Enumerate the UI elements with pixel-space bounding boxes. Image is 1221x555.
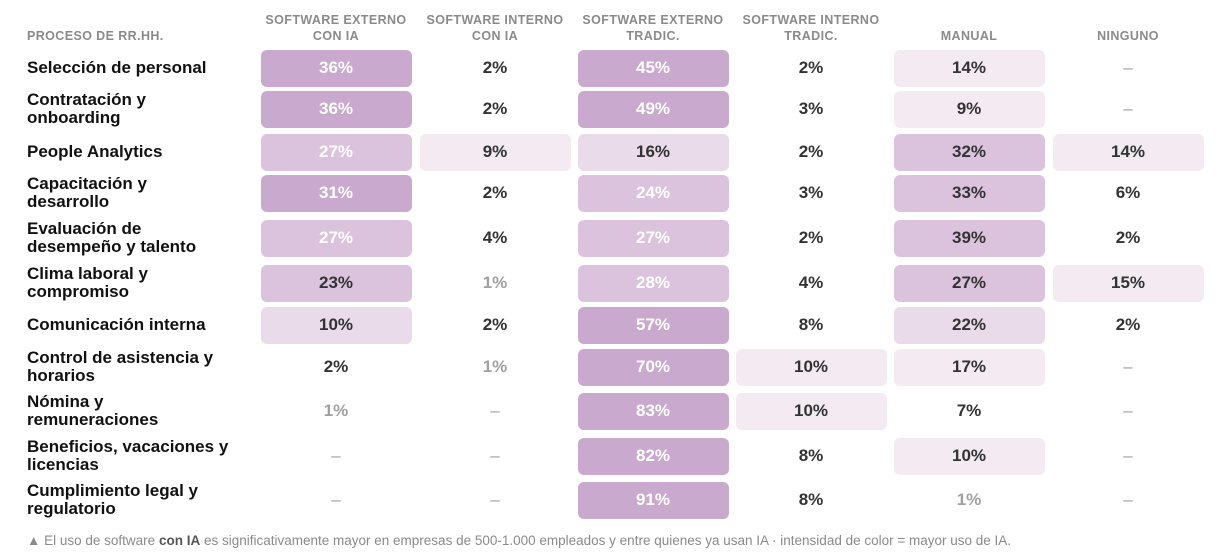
row-label: Control de asistencia y horarios: [27, 348, 214, 385]
heatmap-cell: 1%: [482, 357, 508, 376]
heatmap-cell: –: [1123, 490, 1133, 509]
column-header: SOFTWARE EXTERNO TRADIC.: [582, 13, 724, 43]
heatmap-cell: 36%: [260, 49, 412, 87]
heatmap-cell: 3%: [798, 183, 824, 202]
column-header: MANUAL: [940, 29, 998, 43]
heatmap-cell: 1%: [956, 490, 982, 509]
heatmap-cell: 1%: [482, 273, 508, 292]
heatmap-cell: 15%: [1052, 264, 1204, 302]
heatmap-cell: 57%: [577, 306, 729, 344]
heatmap-cell: –: [490, 446, 500, 465]
heatmap-cell: 16%: [577, 133, 729, 171]
heatmap-cell: 28%: [577, 264, 729, 302]
heatmap-cell: 2%: [798, 228, 824, 247]
heatmap-cell: 2%: [1115, 228, 1141, 247]
row-label: Nómina y remuneraciones: [27, 392, 159, 429]
heatmap-cell: 9%: [419, 133, 571, 171]
row-label: Contratación y onboarding: [27, 90, 147, 127]
heatmap-cell: 7%: [956, 401, 982, 420]
footnote-text-2: es significativamente mayor en empresas …: [200, 533, 1012, 548]
row-label: Clima laboral y compromiso: [27, 264, 148, 301]
heatmap-cell: –: [490, 490, 500, 509]
footnote: ▲ El uso de software con IA es significa…: [27, 533, 1011, 548]
heatmap-cell: 2%: [482, 315, 508, 334]
heatmap-cell: 39%: [893, 219, 1045, 257]
row-label: Selección de personal: [27, 58, 207, 77]
heatmap-cell: –: [1123, 58, 1133, 77]
heatmap-cell: 83%: [577, 392, 729, 430]
heatmap-cell: 10%: [893, 437, 1045, 475]
heatmap-cell: 2%: [482, 183, 508, 202]
heatmap-cell: 27%: [260, 133, 412, 171]
heatmap-cell: –: [331, 490, 341, 509]
heatmap-cell: 10%: [735, 392, 887, 430]
heatmap-cell: 8%: [798, 490, 824, 509]
heatmap-cell: 27%: [577, 219, 729, 257]
heatmap-cell: 2%: [482, 58, 508, 77]
heatmap-cell: –: [1123, 357, 1133, 376]
heatmap-cell: 3%: [798, 99, 824, 118]
heatmap-cell: 2%: [1115, 315, 1141, 334]
column-header: SOFTWARE INTERNO CON IA: [426, 13, 564, 43]
heatmap-cell: 24%: [577, 174, 729, 212]
heatmap-cell: 33%: [893, 174, 1045, 212]
column-header: SOFTWARE INTERNO TRADIC.: [742, 13, 880, 43]
row-label: Comunicación interna: [27, 315, 206, 334]
heatmap-cell: 91%: [577, 481, 729, 519]
heatmap-cell: 10%: [735, 348, 887, 386]
heatmap-cell: 23%: [260, 264, 412, 302]
heatmap-cell: –: [1123, 401, 1133, 420]
footnote-marker: ▲: [27, 533, 41, 548]
heatmap-cell: 2%: [798, 142, 824, 161]
heatmap-cell: 6%: [1115, 183, 1141, 202]
heatmap-cell: 14%: [893, 49, 1045, 87]
row-header: PROCESO DE RR.HH.: [27, 29, 164, 43]
heatmap-cell: 2%: [798, 58, 824, 77]
row-label: Evaluación de desempeño y talento: [27, 219, 197, 256]
heatmap-cell: 45%: [577, 49, 729, 87]
heatmap-cell: 82%: [577, 437, 729, 475]
row-label: People Analytics: [27, 142, 163, 161]
heatmap-cell: 8%: [798, 315, 824, 334]
heatmap-cell: –: [490, 401, 500, 420]
heatmap-cell: 31%: [260, 174, 412, 212]
footnote-highlight: con IA: [158, 533, 201, 548]
heatmap-cell: 27%: [893, 264, 1045, 302]
heatmap-cell: 1%: [323, 401, 349, 420]
column-header: NINGUNO: [1097, 29, 1159, 43]
heatmap-cell: 27%: [260, 219, 412, 257]
heatmap-cell: 49%: [577, 90, 729, 128]
row-label: Beneficios, vacaciones y licencias: [27, 437, 229, 474]
heatmap-cell: –: [1123, 99, 1133, 118]
heatmap-cell: 70%: [577, 348, 729, 386]
heatmap-cell: 2%: [482, 99, 508, 118]
heatmap-cell: –: [1123, 446, 1133, 465]
heatmap-cell: 4%: [798, 273, 824, 292]
heatmap-cell: 17%: [893, 348, 1045, 386]
heatmap-cell: 9%: [893, 90, 1045, 128]
heatmap-cell: 4%: [482, 228, 508, 247]
heatmap-cell: 22%: [893, 306, 1045, 344]
heatmap-cell: –: [331, 446, 341, 465]
footnote-text-1: El uso de software: [40, 533, 159, 548]
heatmap-cell: 14%: [1052, 133, 1204, 171]
heatmap-cell: 32%: [893, 133, 1045, 171]
row-label: Cumplimiento legal y regulatorio: [27, 481, 198, 518]
column-header: SOFTWARE EXTERNO CON IA: [265, 13, 407, 43]
heatmap-cell: 36%: [260, 90, 412, 128]
heatmap-cell: 8%: [798, 446, 824, 465]
row-label: Capacitación y desarrollo: [27, 174, 147, 211]
heatmap-cell: 2%: [323, 357, 349, 376]
heatmap-cell: 10%: [260, 306, 412, 344]
